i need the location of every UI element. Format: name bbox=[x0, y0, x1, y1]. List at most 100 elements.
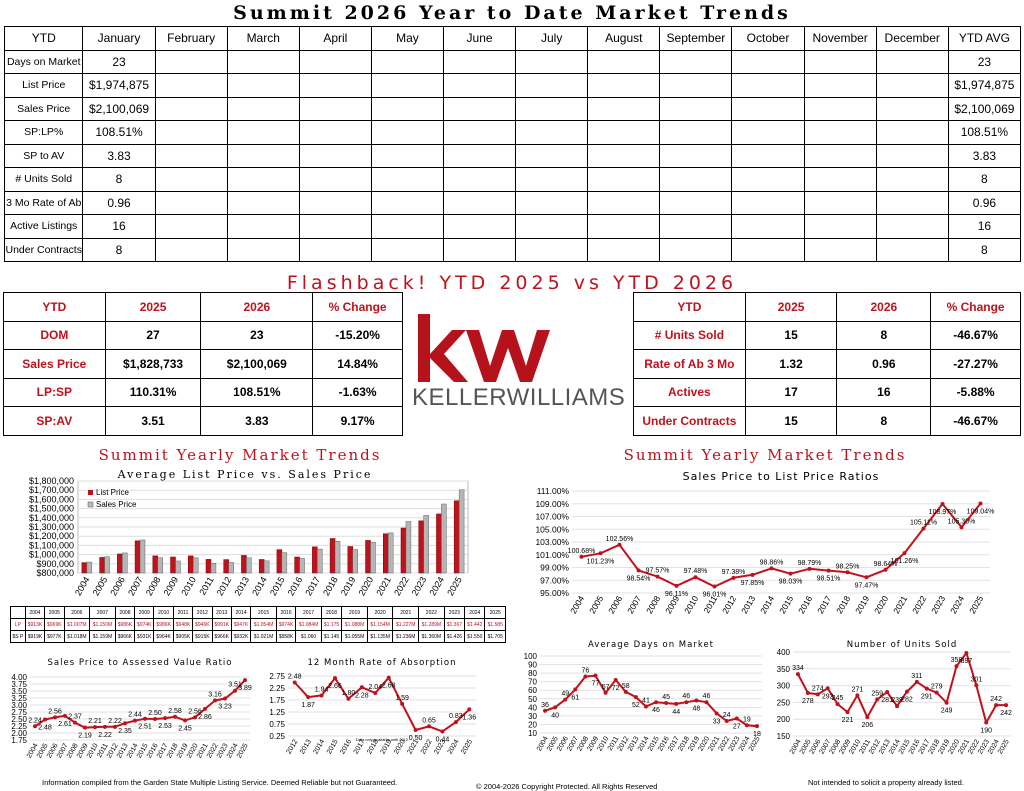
ytd-cell-empty bbox=[731, 96, 805, 121]
ytd-cell-avg: 108.51% bbox=[947, 120, 1022, 145]
flashback-cell: 9.17% bbox=[312, 406, 403, 436]
bar-sales-price bbox=[139, 539, 146, 574]
x-tick-label: 2022 bbox=[910, 594, 928, 616]
ytd-cell-empty bbox=[587, 143, 661, 168]
ytd-cell-empty bbox=[587, 73, 661, 98]
ytd-cell-january: 8 bbox=[82, 237, 156, 262]
ytd-row: 3 Mo Rate of Ab 0.96 0.96 bbox=[3, 190, 1022, 215]
bar-list-price bbox=[241, 555, 247, 574]
flashback-header-cell: 2026 bbox=[836, 292, 932, 322]
price-table-sp-cell: $1.018M bbox=[63, 630, 91, 643]
price-table-lp-cell: $974K bbox=[275, 618, 297, 631]
ytd-cell-empty bbox=[370, 120, 445, 145]
data-label: 2.48 bbox=[288, 673, 302, 680]
ytd-row-label: Active Listings bbox=[3, 214, 84, 239]
x-tick-label: 2016 bbox=[339, 738, 353, 755]
chart-note: Data only available until 2012 bbox=[356, 737, 409, 742]
data-label: 97.85% bbox=[741, 580, 765, 587]
x-tick-label: 2014 bbox=[312, 738, 326, 755]
x-tick-label: 2025 bbox=[236, 742, 250, 759]
chart-title: Number of Units Sold bbox=[847, 640, 958, 650]
bar-sales-price bbox=[370, 541, 376, 574]
price-table-sp-cell: $1.060 bbox=[295, 630, 322, 643]
data-label: 239 bbox=[891, 697, 903, 704]
price-table-sp-cell: $1.145 bbox=[320, 630, 343, 643]
data-point bbox=[636, 568, 641, 573]
y-tick-label: 200 bbox=[777, 715, 791, 724]
y-tick-label: 2.25 bbox=[269, 684, 285, 693]
ytd-cell-empty bbox=[875, 96, 949, 121]
ytd-header-cell: July bbox=[515, 26, 589, 51]
flashback-header-cell: % Change bbox=[312, 292, 403, 322]
y-tick-label: 250 bbox=[777, 698, 791, 707]
data-point bbox=[93, 725, 97, 730]
y-tick-label: 20 bbox=[528, 720, 537, 729]
data-point bbox=[133, 718, 137, 723]
ytd-cell-empty bbox=[226, 143, 300, 168]
flashback-cell: $1,828,733 bbox=[104, 349, 202, 379]
y-tick-label: 0.75 bbox=[269, 720, 285, 729]
data-point bbox=[543, 708, 548, 713]
flashback-cell: 0.96 bbox=[836, 349, 932, 379]
price-table-year: 2016 bbox=[275, 606, 297, 619]
bar-list-price bbox=[418, 520, 424, 574]
price-table-lp-cell: $913K bbox=[24, 618, 46, 631]
data-label: 101.26% bbox=[891, 558, 919, 565]
data-point bbox=[674, 583, 679, 588]
ytd-cell-empty bbox=[659, 143, 733, 168]
ytd-cell-empty bbox=[803, 120, 877, 145]
ytd-cell-avg: 3.83 bbox=[947, 143, 1022, 168]
price-table-year: 2024 bbox=[464, 606, 486, 619]
data-point bbox=[143, 716, 147, 721]
ytd-cell-empty bbox=[515, 167, 589, 192]
data-label: 2.22 bbox=[108, 718, 122, 725]
y-tick-label: 101.00% bbox=[535, 550, 569, 560]
x-tick-label: 2012 bbox=[215, 575, 234, 597]
ytd-header-cell: January bbox=[82, 26, 156, 51]
y-tick-label: $1,000,000 bbox=[29, 550, 74, 560]
price-table-sp-cell: $1.360M bbox=[418, 630, 445, 643]
price-table-lp-cell: $1.175 bbox=[320, 618, 343, 631]
x-tick-label: 2014 bbox=[758, 594, 776, 616]
ytd-row-label: SP to AV bbox=[3, 143, 84, 168]
x-tick-label: 2004 bbox=[568, 594, 586, 616]
data-point bbox=[1004, 703, 1009, 708]
price-table-sp-cell: $958K bbox=[275, 630, 297, 643]
y-tick-label: 4.00 bbox=[11, 673, 27, 682]
flashback-cell: $2,100,069 bbox=[200, 349, 314, 379]
bar-list-price bbox=[188, 555, 194, 574]
flashback-row: Under Contracts 15 8 -46.67% bbox=[633, 406, 1021, 436]
ytd-row: Days on Market 23 23 bbox=[3, 49, 1022, 74]
bar-sales-price bbox=[387, 532, 394, 574]
price-table-year: 2007 bbox=[89, 606, 116, 619]
data-point bbox=[319, 693, 324, 698]
chart-days-on-market: Average Days on Market100908070605040302… bbox=[524, 640, 762, 752]
data-label: 27 bbox=[733, 723, 741, 730]
ytd-cell-empty bbox=[443, 73, 517, 98]
data-label: 2.19 bbox=[78, 733, 92, 740]
price-table-corner bbox=[10, 606, 26, 619]
ytd-cell-empty bbox=[226, 120, 300, 145]
ytd-cell-avg: 16 bbox=[947, 214, 1022, 239]
ytd-row-label: SP:LP% bbox=[3, 120, 84, 145]
price-table-sp-cell: $905K bbox=[172, 630, 194, 643]
data-point bbox=[693, 575, 698, 580]
data-label: 282 bbox=[901, 697, 913, 704]
price-table-sp-cell: $931K bbox=[134, 630, 155, 643]
data-point bbox=[203, 706, 207, 711]
price-table-lp-cell: $986K bbox=[114, 618, 136, 631]
data-point bbox=[213, 698, 217, 703]
data-point bbox=[724, 719, 729, 724]
data-label: 1.94 bbox=[315, 686, 329, 693]
ytd-row-label: List Price bbox=[3, 73, 84, 98]
data-label: 301 bbox=[970, 676, 982, 683]
flashback-cell: LP:SP bbox=[3, 377, 106, 407]
x-tick-label: 2023 bbox=[929, 594, 947, 616]
data-point bbox=[734, 716, 739, 721]
x-tick-label: 2025 bbox=[967, 594, 985, 616]
footer-center: © 2004-2026 Copyright Protected. All Rig… bbox=[476, 782, 658, 791]
ytd-header-cell: February bbox=[154, 26, 228, 51]
flashback-left-table: YTD 2025 2026% Change DOM 27 23 -15.20% Sales P… bbox=[3, 292, 403, 436]
bar-sales-price bbox=[246, 557, 252, 574]
data-point bbox=[643, 704, 648, 709]
